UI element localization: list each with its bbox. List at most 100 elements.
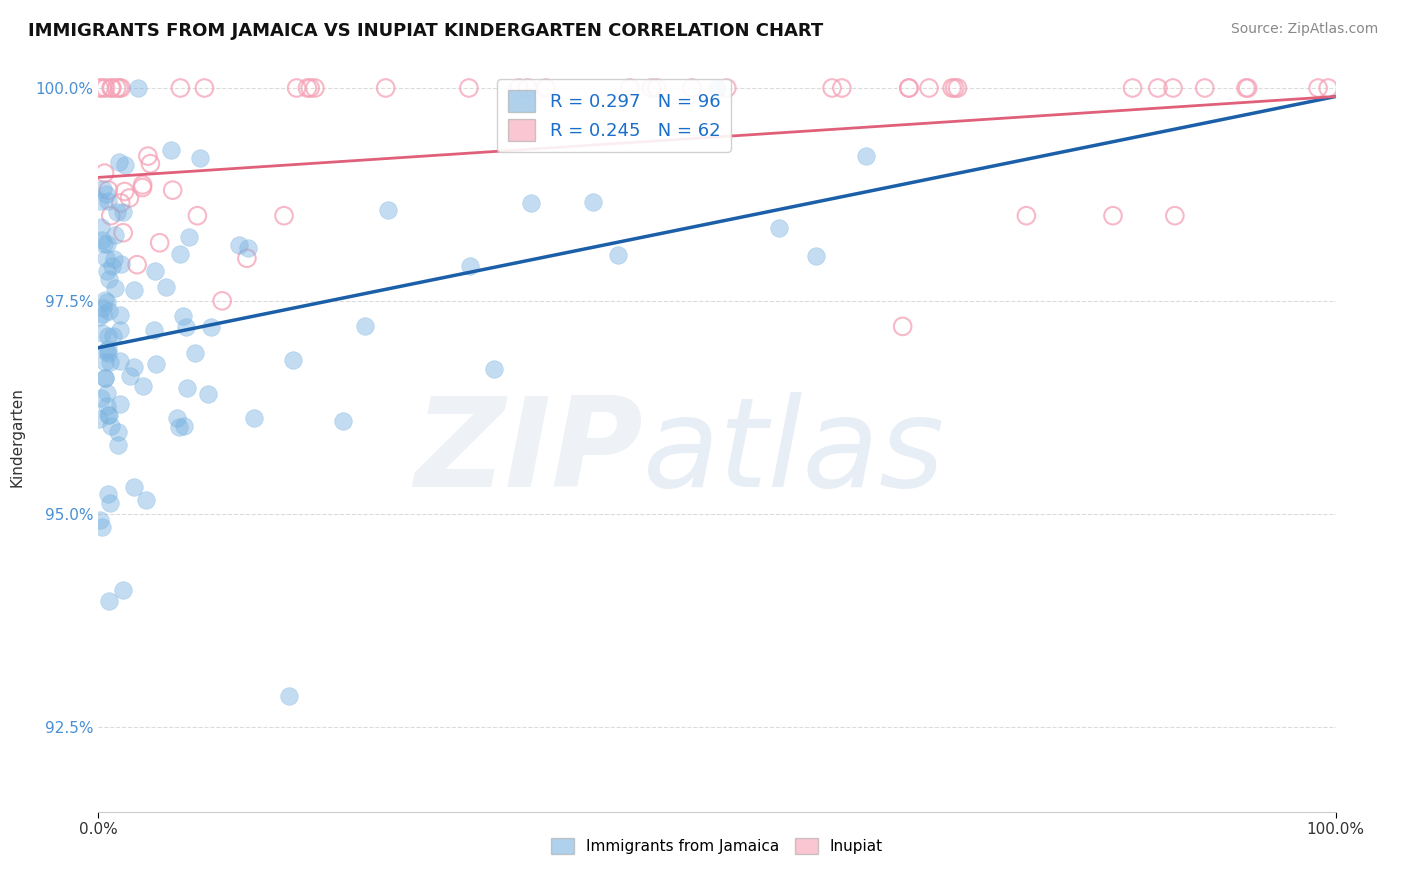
Point xyxy=(118,191,141,205)
Point xyxy=(177,229,200,244)
Point xyxy=(534,81,557,95)
Point xyxy=(110,81,132,95)
Point xyxy=(607,247,630,261)
Point xyxy=(122,360,145,375)
Point xyxy=(103,252,125,266)
Point xyxy=(297,81,319,95)
Point xyxy=(100,81,122,95)
Point xyxy=(197,387,219,401)
Point xyxy=(458,259,481,273)
Point xyxy=(484,361,506,376)
Point xyxy=(145,357,167,371)
Point xyxy=(804,249,827,263)
Point xyxy=(91,301,114,315)
Point xyxy=(110,323,132,337)
Point xyxy=(619,81,641,95)
Point xyxy=(1164,209,1187,223)
Point xyxy=(135,492,157,507)
Text: IMMIGRANTS FROM JAMAICA VS INUPIAT KINDERGARTEN CORRELATION CHART: IMMIGRANTS FROM JAMAICA VS INUPIAT KINDE… xyxy=(28,22,824,40)
Point xyxy=(89,194,111,208)
Point xyxy=(97,342,120,356)
Point xyxy=(1194,81,1216,95)
Point xyxy=(91,520,114,534)
Point xyxy=(1161,81,1184,95)
Point xyxy=(96,386,118,401)
Point xyxy=(131,178,153,192)
Point xyxy=(96,295,118,310)
Point xyxy=(174,320,197,334)
Point xyxy=(89,513,111,527)
Point xyxy=(122,480,145,494)
Point xyxy=(285,81,308,95)
Point xyxy=(139,157,162,171)
Text: ZIP: ZIP xyxy=(415,392,643,513)
Point xyxy=(176,381,198,395)
Text: atlas: atlas xyxy=(643,392,945,513)
Point xyxy=(90,326,112,341)
Point xyxy=(94,293,117,307)
Point xyxy=(706,81,728,95)
Legend: Immigrants from Jamaica, Inupiat: Immigrants from Jamaica, Inupiat xyxy=(546,832,889,860)
Point xyxy=(101,259,124,273)
Point xyxy=(96,400,118,414)
Point xyxy=(136,149,159,163)
Point xyxy=(112,226,135,240)
Point xyxy=(332,414,354,428)
Point xyxy=(821,81,844,95)
Point xyxy=(768,221,790,235)
Point xyxy=(354,318,377,333)
Point xyxy=(897,81,920,95)
Point xyxy=(97,409,120,423)
Point xyxy=(93,237,115,252)
Point xyxy=(243,411,266,425)
Point xyxy=(87,81,110,95)
Point xyxy=(91,81,114,95)
Point xyxy=(91,233,114,247)
Point xyxy=(516,81,538,95)
Point xyxy=(97,183,120,197)
Point xyxy=(97,194,120,209)
Point xyxy=(211,293,233,308)
Point xyxy=(299,81,322,95)
Point xyxy=(94,251,117,265)
Point xyxy=(98,304,121,318)
Point xyxy=(1122,81,1144,95)
Point xyxy=(166,411,188,425)
Point xyxy=(457,81,479,95)
Point xyxy=(108,154,131,169)
Point xyxy=(167,419,190,434)
Point xyxy=(941,81,963,95)
Point xyxy=(93,307,115,321)
Point xyxy=(104,281,127,295)
Point xyxy=(100,209,122,223)
Point xyxy=(278,689,301,703)
Point xyxy=(98,272,121,286)
Point xyxy=(193,81,215,95)
Point xyxy=(273,209,295,223)
Point xyxy=(236,252,259,266)
Point xyxy=(582,194,605,209)
Point xyxy=(111,205,134,219)
Point xyxy=(107,437,129,451)
Point xyxy=(120,369,142,384)
Point xyxy=(188,151,211,165)
Point xyxy=(377,203,399,218)
Point xyxy=(160,144,183,158)
Point xyxy=(200,320,222,334)
Point xyxy=(162,183,184,197)
Point xyxy=(1306,81,1329,95)
Point xyxy=(228,237,250,252)
Point xyxy=(716,81,738,95)
Point xyxy=(122,283,145,297)
Point xyxy=(149,235,172,250)
Point xyxy=(143,323,166,337)
Point xyxy=(169,246,191,260)
Point xyxy=(94,81,117,95)
Point xyxy=(1234,81,1257,95)
Point xyxy=(831,81,853,95)
Point xyxy=(114,185,136,199)
Point xyxy=(105,81,128,95)
Point xyxy=(94,371,117,385)
Point xyxy=(96,486,118,500)
Point xyxy=(110,196,132,211)
